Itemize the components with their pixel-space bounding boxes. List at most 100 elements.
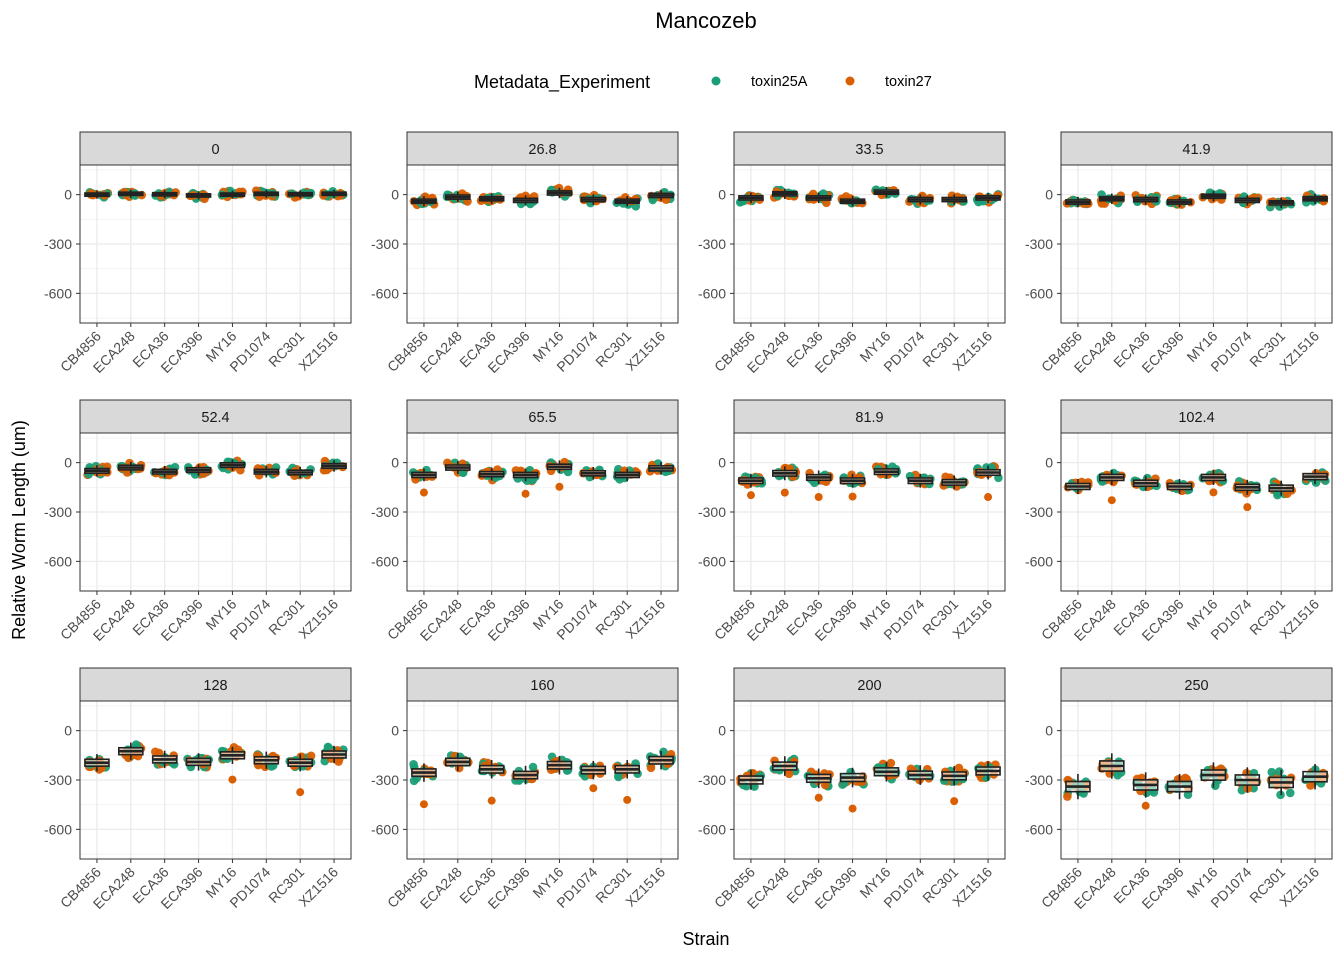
- outlier-point: [984, 493, 993, 502]
- facet-grid: 00-300-600CB4856ECA248ECA36ECA396MY16PD1…: [44, 131, 1333, 912]
- y-tick-label: -300: [371, 772, 399, 788]
- outlier-point: [848, 492, 857, 501]
- facet-strip-label: 128: [203, 678, 227, 694]
- facet-strip-label: 0: [211, 142, 219, 158]
- y-tick-label: 0: [718, 455, 726, 471]
- data-point-toxin25A: [1113, 770, 1122, 780]
- outlier-point: [487, 796, 496, 805]
- facet-panel-26.8: 26.80-300-600CB4856ECA248ECA36ECA396MY16…: [371, 131, 679, 376]
- facet-strip: [733, 399, 1006, 434]
- panel-border: [79, 164, 352, 324]
- facet-panel-65.5: 65.50-300-600CB4856ECA248ECA36ECA396MY16…: [371, 399, 679, 644]
- y-tick-label: 0: [391, 455, 399, 471]
- y-tick-label: -300: [1025, 772, 1053, 788]
- facet-strip-label: 33.5: [855, 142, 883, 158]
- outlier-point: [623, 795, 632, 804]
- facet-strip: [733, 667, 1006, 702]
- y-tick-label: -600: [44, 821, 72, 837]
- data-point-toxin27: [847, 470, 856, 480]
- y-tick-label: -600: [698, 285, 726, 301]
- outlier-point: [1209, 488, 1218, 497]
- panel-border: [406, 164, 679, 324]
- facet-strip-label: 160: [530, 678, 554, 694]
- y-tick-label: -600: [371, 821, 399, 837]
- y-tick-label: -300: [1025, 504, 1053, 520]
- data-point-toxin27: [260, 762, 270, 772]
- outlier-point: [296, 788, 305, 797]
- facet-panel-102.4: 102.40-300-600CB4856ECA248ECA36ECA396MY1…: [1025, 399, 1333, 644]
- y-tick-label: -300: [371, 236, 399, 252]
- y-tick-label: -300: [44, 236, 72, 252]
- data-point-toxin25A: [1267, 767, 1277, 777]
- y-tick-label: -300: [371, 504, 399, 520]
- data-point-toxin27: [954, 763, 964, 773]
- y-tick-label: -600: [371, 285, 399, 301]
- y-tick-label: 0: [391, 187, 399, 203]
- outlier-point: [950, 797, 959, 806]
- y-tick-label: 0: [1045, 187, 1053, 203]
- outlier-point: [814, 492, 823, 501]
- data-point-toxin25A: [409, 759, 418, 769]
- facet-panel-200: 2000-300-600CB4856ECA248ECA36ECA396MY16P…: [698, 667, 1006, 912]
- outlier-point: [1107, 496, 1116, 505]
- data-point-toxin25A: [1211, 781, 1220, 791]
- facet-strip-label: 65.5: [528, 410, 556, 426]
- data-point-toxin25A: [614, 772, 623, 782]
- panel-border: [733, 164, 1006, 324]
- data-point-toxin27: [784, 769, 794, 779]
- outlier-point: [419, 800, 428, 809]
- y-tick-label: 0: [1045, 455, 1053, 471]
- facet-panel-52.4: 52.40-300-600CB4856ECA248ECA36ECA396MY16…: [44, 399, 352, 644]
- facet-strip: [79, 399, 352, 434]
- y-tick-label: 0: [64, 723, 72, 739]
- facet-strip-label: 102.4: [1178, 410, 1214, 426]
- panel-border: [733, 432, 1006, 592]
- outlier-point: [1243, 503, 1252, 512]
- panel-border: [1060, 432, 1333, 592]
- legend-swatch-toxin25A: [711, 76, 721, 86]
- y-axis-label: Relative Worm Length (um): [9, 420, 29, 640]
- facet-strip-label: 200: [857, 678, 881, 694]
- legend-title: Metadata_Experiment: [474, 72, 650, 93]
- y-tick-label: -300: [698, 236, 726, 252]
- outlier-point: [814, 793, 823, 802]
- panel-border: [406, 432, 679, 592]
- y-tick-label: -300: [44, 772, 72, 788]
- outlier-point: [555, 482, 564, 491]
- legend-swatch-toxin27: [845, 76, 855, 86]
- facet-strip: [1060, 131, 1333, 166]
- facet-panel-128: 1280-300-600CB4856ECA248ECA36ECA396MY16P…: [44, 667, 352, 912]
- facet-panel-160: 1600-300-600CB4856ECA248ECA36ECA396MY16P…: [371, 667, 679, 912]
- panel-border: [1060, 700, 1333, 860]
- outlier-point: [521, 489, 530, 498]
- x-axis-label: Strain: [682, 929, 729, 949]
- data-point-toxin27: [1180, 773, 1190, 783]
- legend-label-toxin27: toxin27: [885, 74, 932, 90]
- data-point-toxin25A: [1311, 478, 1321, 487]
- facet-panel-250: 2500-300-600CB4856ECA248ECA36ECA396MY16P…: [1025, 667, 1333, 912]
- facet-strip: [79, 667, 352, 702]
- y-tick-label: 0: [64, 455, 72, 471]
- data-point-toxin25A: [1183, 790, 1193, 800]
- facet-strip-label: 26.8: [528, 142, 556, 158]
- y-tick-label: -600: [44, 285, 72, 301]
- panel-border: [406, 700, 679, 860]
- outlier-point: [228, 775, 237, 784]
- y-tick-label: -600: [44, 553, 72, 569]
- data-point-toxin27: [646, 763, 656, 773]
- outlier-point: [419, 488, 428, 497]
- outlier-point: [746, 491, 755, 500]
- facet-strip: [79, 131, 352, 166]
- data-point-toxin27: [1063, 792, 1072, 801]
- legend-label-toxin25A: toxin25A: [751, 74, 808, 90]
- y-tick-label: 0: [718, 723, 726, 739]
- facet-strip: [733, 131, 1006, 166]
- y-tick-label: -600: [371, 553, 399, 569]
- outlier-point: [1141, 801, 1150, 810]
- y-tick-label: -300: [1025, 236, 1053, 252]
- facet-panel-81.9: 81.90-300-600CB4856ECA248ECA36ECA396MY16…: [698, 399, 1006, 644]
- facet-strip-label: 52.4: [201, 410, 229, 426]
- y-tick-label: -600: [698, 821, 726, 837]
- facet-strip: [1060, 667, 1333, 702]
